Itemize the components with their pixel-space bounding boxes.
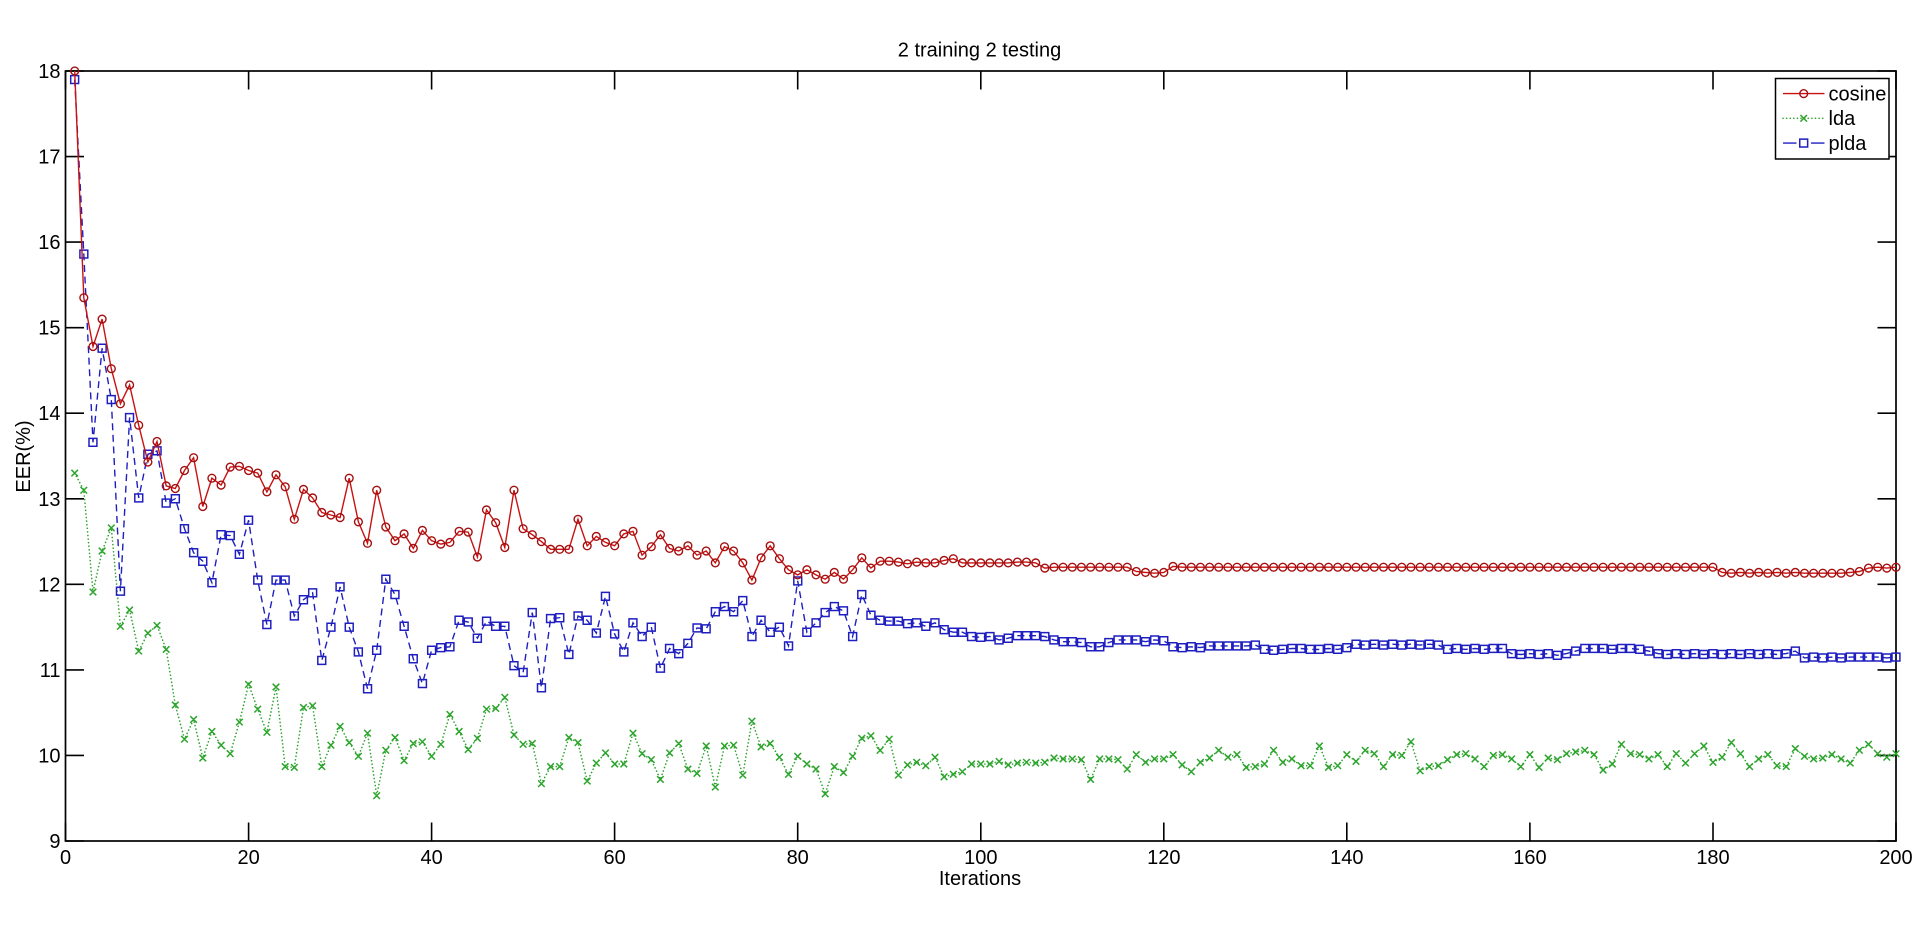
svg-text:10: 10 bbox=[38, 745, 60, 767]
svg-text:200: 200 bbox=[1879, 847, 1912, 869]
svg-text:18: 18 bbox=[38, 61, 60, 83]
svg-text:0: 0 bbox=[60, 847, 71, 869]
svg-text:17: 17 bbox=[38, 147, 60, 169]
svg-text:100: 100 bbox=[964, 847, 997, 869]
svg-text:11: 11 bbox=[40, 660, 61, 682]
svg-text:2 training 2 testing: 2 training 2 testing bbox=[898, 40, 1061, 62]
svg-text:cosine: cosine bbox=[1829, 84, 1887, 106]
svg-text:12: 12 bbox=[38, 574, 60, 596]
svg-text:14: 14 bbox=[38, 403, 60, 425]
svg-text:120: 120 bbox=[1147, 847, 1180, 869]
svg-text:20: 20 bbox=[237, 847, 259, 869]
svg-text:180: 180 bbox=[1696, 847, 1729, 869]
svg-text:80: 80 bbox=[787, 847, 809, 869]
svg-text:16: 16 bbox=[38, 232, 60, 254]
svg-text:lda: lda bbox=[1829, 108, 1857, 130]
svg-text:140: 140 bbox=[1330, 847, 1363, 869]
svg-text:15: 15 bbox=[38, 318, 60, 340]
svg-text:Iterations: Iterations bbox=[939, 868, 1021, 890]
svg-text:9: 9 bbox=[49, 831, 60, 853]
svg-text:40: 40 bbox=[420, 847, 442, 869]
svg-text:plda: plda bbox=[1829, 133, 1868, 155]
svg-text:EER(%): EER(%) bbox=[13, 420, 35, 492]
svg-text:13: 13 bbox=[38, 489, 60, 511]
svg-text:60: 60 bbox=[603, 847, 625, 869]
svg-text:160: 160 bbox=[1513, 847, 1546, 869]
